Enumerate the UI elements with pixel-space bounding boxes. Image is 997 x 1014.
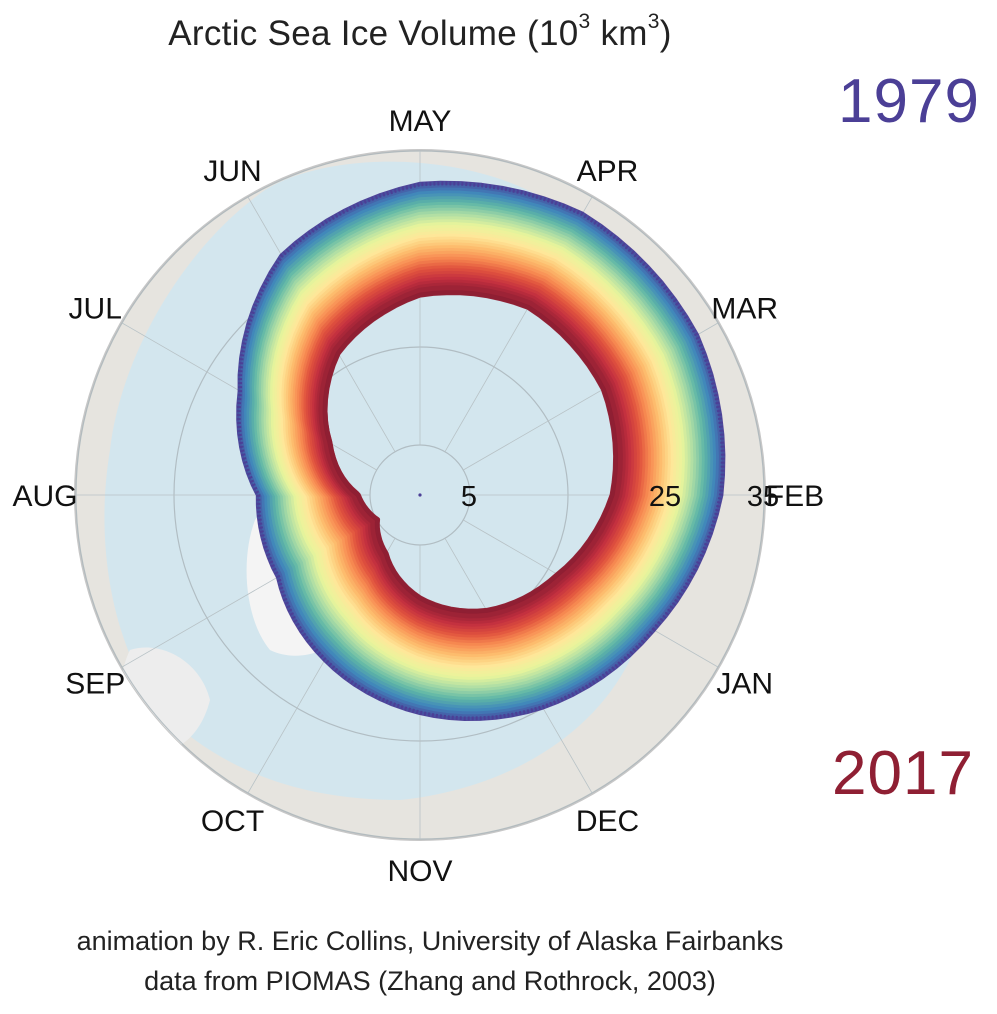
title-unit: km xyxy=(600,14,648,53)
month-label-jan: JAN xyxy=(716,668,773,701)
pole-marker xyxy=(418,493,422,497)
month-label-jul: JUL xyxy=(69,293,122,326)
volume-rings xyxy=(236,180,726,721)
radial-tick-labels: 5 25 35 xyxy=(461,481,779,513)
series-outline-2017 xyxy=(322,290,618,614)
data-source-credit: data from PIOMAS (Zhang and Rothrock, 20… xyxy=(144,966,716,996)
radial-tick-label: 5 xyxy=(461,481,477,513)
month-label-nov: NOV xyxy=(387,855,452,888)
chart-title: Arctic Sea Ice Volume (103 km3) xyxy=(0,10,840,54)
month-label-sep: SEP xyxy=(65,668,125,701)
title-unit-exponent: 3 xyxy=(647,10,660,34)
month-labels: JAN FEB MAR APR MAY JUN JUL AUG SEP OCT NOV DEC xyxy=(12,105,824,888)
month-label-mar: MAR xyxy=(711,293,778,326)
month-label-aug: AUG xyxy=(12,480,77,513)
month-label-apr: APR xyxy=(577,155,639,188)
title-exponent: 3 xyxy=(578,10,591,34)
month-label-jun: JUN xyxy=(203,155,261,188)
radial-tick-label: 25 xyxy=(649,481,681,513)
month-label-feb: FEB xyxy=(766,480,824,513)
title-text: Arctic Sea Ice Volume (10 xyxy=(168,14,579,53)
start-year-label: 1979 xyxy=(838,67,980,136)
end-year-label: 2017 xyxy=(832,739,974,808)
title-close: ) xyxy=(659,14,672,53)
animation-credit: animation by R. Eric Collins, University… xyxy=(76,926,784,956)
month-label-dec: DEC xyxy=(576,805,639,838)
month-label-may: MAY xyxy=(389,105,452,138)
radial-tick-label: 35 xyxy=(747,481,779,513)
series-outline-1979 xyxy=(236,181,725,721)
month-label-oct: OCT xyxy=(201,805,264,838)
